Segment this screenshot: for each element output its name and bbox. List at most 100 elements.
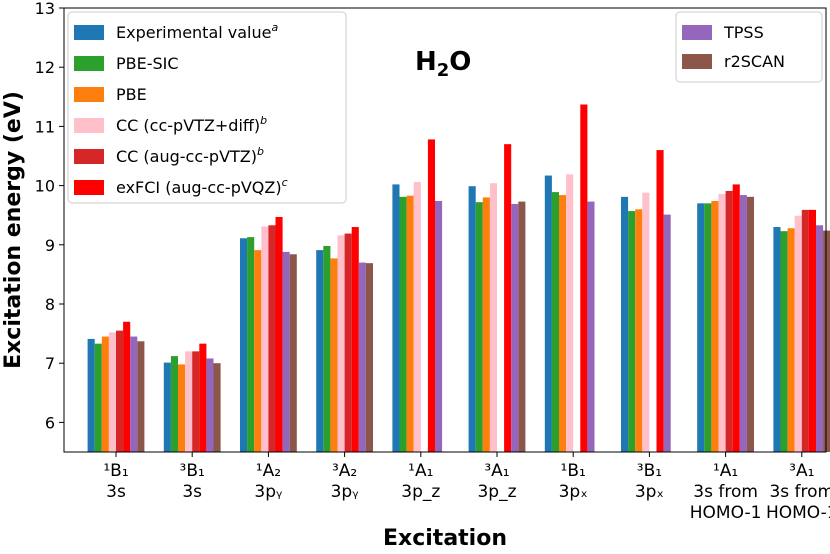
- bar: [704, 203, 712, 452]
- y-tick-label: 10: [35, 177, 55, 196]
- x-tick-label-state: ¹A₁: [713, 461, 738, 481]
- bar: [344, 233, 352, 452]
- bar: [275, 216, 283, 452]
- bar: [137, 341, 145, 452]
- bar: [511, 203, 519, 452]
- bar: [185, 351, 193, 452]
- x-tick-label-orbital: 3s from: [769, 482, 830, 502]
- x-tick-label-state: ³B₁: [637, 461, 662, 481]
- bar: [199, 343, 207, 452]
- legend-right: TPSS r2SCAN: [675, 11, 823, 83]
- legend-label: r2SCAN: [724, 52, 785, 71]
- chart-title: H2O: [415, 47, 471, 81]
- x-tick-label-extra: HOMO-1: [766, 503, 830, 523]
- x-tick-label-state: ¹A₁: [408, 461, 433, 481]
- bar: [801, 209, 809, 452]
- bar: [170, 356, 178, 452]
- bar: [642, 192, 650, 453]
- y-tick-label: 9: [45, 236, 55, 255]
- bar: [663, 214, 671, 452]
- x-tick-label-extra: HOMO-1: [690, 503, 762, 523]
- bar: [213, 363, 221, 452]
- bar: [697, 203, 705, 452]
- bar: [435, 200, 443, 452]
- y-tick-label: 6: [45, 413, 55, 432]
- bar: [711, 200, 719, 452]
- bar: [816, 225, 824, 452]
- bar: [247, 237, 255, 452]
- legend-right-frame: [675, 11, 823, 83]
- bar: [621, 196, 629, 452]
- bar: [399, 196, 407, 452]
- bar: [392, 184, 400, 452]
- bar: [108, 332, 116, 452]
- bar: [323, 245, 331, 452]
- y-tick-label: 13: [35, 0, 55, 18]
- legend-swatch: [74, 87, 104, 102]
- bar: [351, 227, 359, 452]
- y-axis: 6 7 8 9 10 11 12 13: [35, 0, 64, 432]
- bar: [739, 195, 747, 452]
- legend-left: Experimental valuea PBE-SIC PBE CC (cc-pVTZ…: [67, 11, 347, 204]
- y-tick-label: 11: [35, 117, 55, 136]
- legend-swatch: [682, 25, 712, 40]
- bar: [358, 262, 366, 452]
- legend-swatch: [74, 149, 104, 164]
- bar: [725, 190, 733, 453]
- legend-swatch: [682, 54, 712, 69]
- bar: [94, 343, 102, 452]
- bar: [116, 330, 124, 452]
- legend-swatch: [74, 118, 104, 133]
- x-tick-label-state: ³B₁: [180, 461, 205, 481]
- bar: [261, 226, 269, 452]
- bar: [518, 201, 526, 452]
- bar: [780, 231, 788, 452]
- bar: [787, 228, 795, 452]
- bar: [206, 358, 214, 452]
- bar: [559, 195, 567, 452]
- legend-label: TPSS: [723, 23, 764, 42]
- bar: [544, 175, 552, 452]
- x-tick-label-orbital: 3s: [106, 482, 126, 502]
- bar: [580, 104, 588, 452]
- y-tick-label: 8: [45, 295, 55, 314]
- legend-label: exFCI (aug-cc-pVQZ)c: [116, 176, 288, 197]
- x-tick-label-state: ³A₂: [332, 461, 357, 481]
- bar: [316, 250, 324, 452]
- bar: [192, 351, 200, 452]
- bar: [489, 183, 497, 452]
- x-tick-label-orbital: 3pᵧ: [331, 482, 360, 502]
- x-axis: ¹B₁3s³B₁3s¹A₂3pᵧ³A₂3pᵧ¹A₁3p_z³A₁3p_z¹B₁3…: [103, 452, 830, 523]
- bar: [268, 225, 276, 452]
- bar: [773, 227, 781, 452]
- legend-label: PBE-SIC: [116, 54, 179, 73]
- bar: [178, 364, 186, 452]
- bar: [732, 184, 740, 452]
- x-tick-label-state: ¹B₁: [561, 461, 586, 481]
- x-tick-label-state: ¹B₁: [103, 461, 128, 481]
- bar: [504, 144, 512, 452]
- x-tick-label-orbital: 3pₓ: [559, 482, 588, 502]
- bar: [413, 182, 421, 452]
- x-tick-label-orbital: 3s: [182, 482, 202, 502]
- plot-frame: [63, 7, 827, 453]
- bar: [794, 215, 802, 452]
- bar: [130, 336, 138, 452]
- bar: [628, 211, 636, 452]
- y-axis-label: Excitation energy (eV): [1, 91, 26, 369]
- bar: [482, 197, 490, 452]
- bar: [163, 362, 171, 452]
- legend-left-frame: [67, 11, 347, 204]
- legend-swatch: [74, 180, 104, 195]
- bar: [87, 338, 95, 452]
- bar: [101, 336, 109, 452]
- legend-label: Experimental valuea: [116, 21, 278, 42]
- legend-label: PBE: [116, 85, 147, 104]
- legend-label: CC (aug-cc-pVTZ)b: [116, 145, 264, 166]
- bar: [635, 209, 643, 452]
- bar: [282, 251, 290, 452]
- bar: [123, 321, 131, 452]
- x-tick-label-state: ¹A₂: [256, 461, 281, 481]
- bar: [427, 139, 435, 452]
